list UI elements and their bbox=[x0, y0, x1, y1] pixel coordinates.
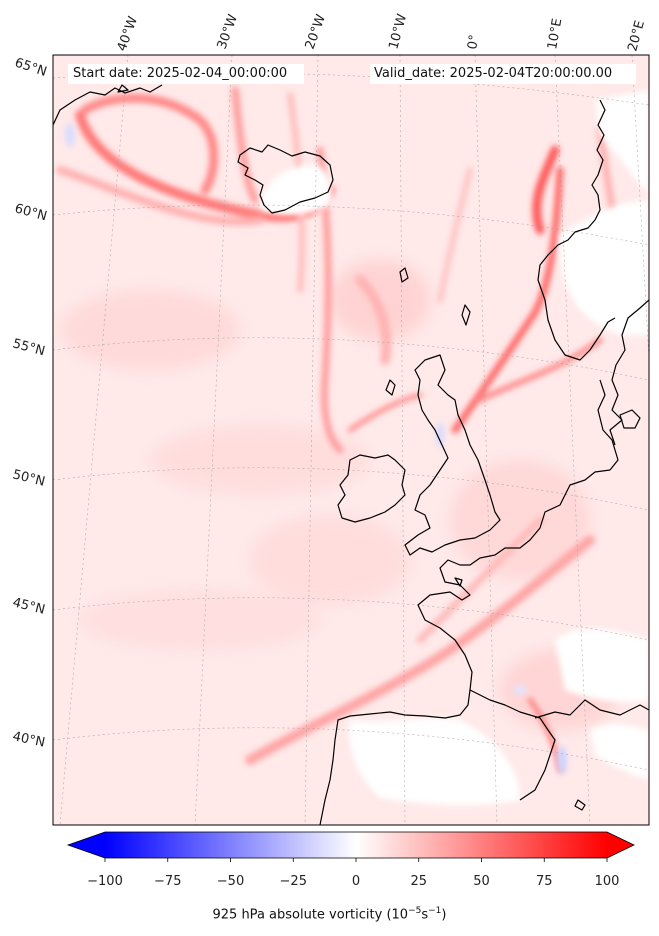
colorbar-title-mid: s bbox=[421, 907, 429, 923]
valid-date-label: Valid_date: 2025-02-04T20:00:00.00 bbox=[374, 66, 613, 81]
lon-label-20w: 20°W bbox=[303, 12, 329, 51]
colorbar-title: 925 hPa absolute vorticity (10−5s−1) bbox=[0, 906, 659, 922]
colorbar-low-extend bbox=[68, 832, 105, 858]
vorticity-field bbox=[53, 55, 649, 825]
map-frame bbox=[52, 54, 650, 826]
lat-label-55n: 55°N bbox=[11, 336, 47, 359]
colorbar-high-extend bbox=[607, 832, 634, 858]
colorbar-title-end: ) bbox=[441, 907, 447, 923]
colorbar-tick-label: 100 bbox=[595, 874, 620, 889]
colorbar-tick-label: −75 bbox=[154, 874, 181, 889]
coastlines bbox=[53, 84, 649, 825]
start-date-box bbox=[68, 64, 304, 84]
graticule bbox=[53, 55, 649, 825]
colorbar-tick-label: −25 bbox=[280, 874, 307, 889]
lon-label-30w: 30°W bbox=[215, 12, 241, 51]
lat-label-40n: 40°N bbox=[11, 729, 46, 750]
longitude-labels: 40°W 30°W 20°W 10°W 0° 10°E 20°E bbox=[115, 12, 648, 53]
colorbar: −100 −75 −50 −25 0 25 50 75 100 bbox=[66, 831, 635, 889]
start-date-label: Start date: 2025-02-04_00:00:00 bbox=[73, 66, 288, 81]
colorbar-tick-label: 25 bbox=[410, 874, 427, 889]
lon-label-10w: 10°W bbox=[386, 12, 410, 51]
lon-label-10e: 10°E bbox=[545, 17, 565, 50]
lon-label-40w: 40°W bbox=[115, 14, 141, 53]
lat-label-65n: 65°N bbox=[13, 56, 49, 80]
lat-label-50n: 50°N bbox=[11, 467, 46, 489]
lat-label-45n: 45°N bbox=[11, 595, 46, 617]
colorbar-tick-label: −50 bbox=[217, 874, 244, 889]
colorbar-tick-label: 50 bbox=[473, 874, 490, 889]
lat-label-60n: 60°N bbox=[13, 201, 49, 224]
colorbar-gradient bbox=[105, 832, 607, 858]
colorbar-title-exp2: −1 bbox=[428, 906, 442, 916]
colorbar-tick-label: −100 bbox=[87, 874, 123, 889]
colorbar-title-main: 925 hPa absolute vorticity (10 bbox=[212, 907, 409, 923]
colorbar-tick-label: 0 bbox=[352, 874, 360, 889]
lon-label-20e: 20°E bbox=[625, 19, 648, 53]
valid-date-box bbox=[370, 64, 636, 84]
latitude-labels: 65°N 60°N 55°N 50°N 45°N 40°N bbox=[11, 56, 49, 751]
colorbar-title-exp1: −5 bbox=[408, 906, 422, 916]
lon-label-0: 0° bbox=[465, 34, 482, 51]
colorbar-tick-label: 75 bbox=[536, 874, 553, 889]
